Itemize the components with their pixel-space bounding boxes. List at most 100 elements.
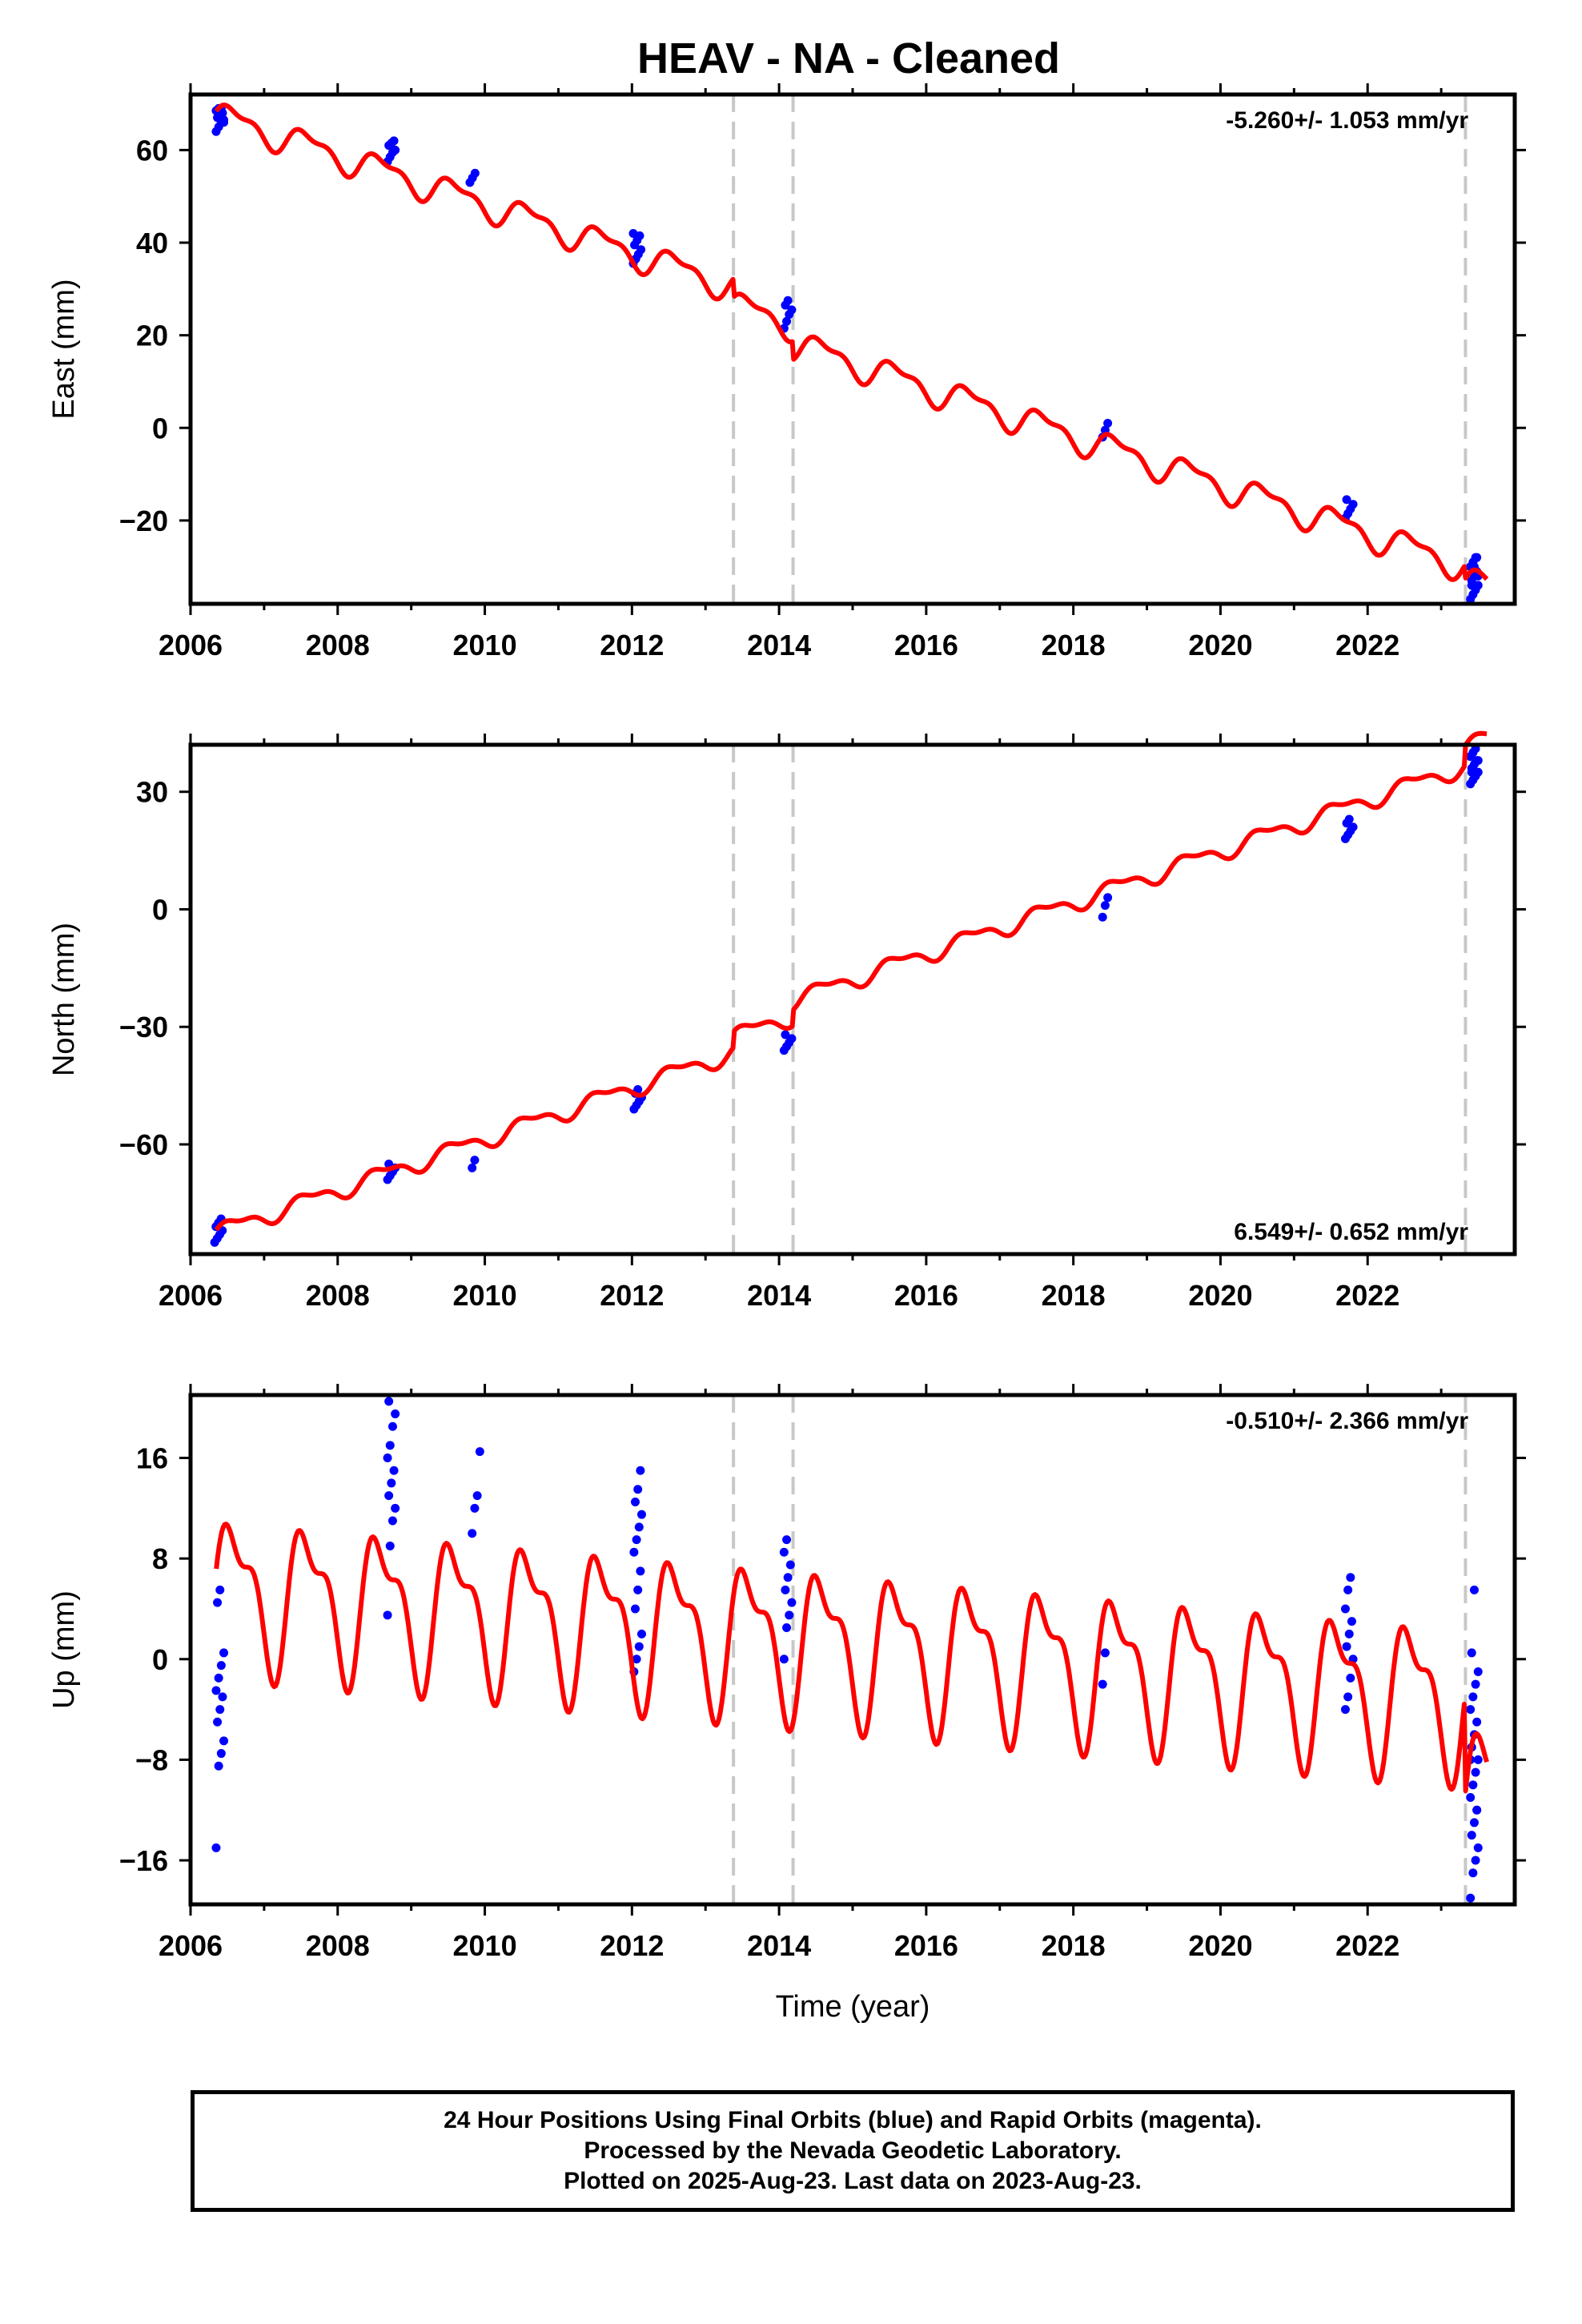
north-x-tick-label-2016: 2016: [894, 1279, 958, 1312]
up-data-point-0-12: [215, 1585, 225, 1594]
east-rate-label: -5.260+/- 1.053 mm/yr: [1226, 107, 1468, 134]
east-x-tick-label-2018: 2018: [1042, 629, 1106, 661]
up-data-point-3-4: [630, 1604, 640, 1614]
up-data-point-1-3: [391, 1503, 400, 1513]
north-y-tick-label-3: 30: [136, 776, 168, 809]
up-data-point-1-7: [383, 1454, 392, 1463]
up-x-tick-label-2018: 2018: [1042, 1929, 1106, 1962]
up-data-point-3-5: [633, 1585, 643, 1594]
up-y-tick-label-1: −8: [135, 1743, 168, 1776]
north-x-tick-label-2012: 2012: [600, 1279, 664, 1312]
up-data-point-0-4: [213, 1717, 223, 1727]
up-data-point-3-10: [636, 1510, 646, 1519]
up-data-point-7-17: [1473, 1667, 1483, 1676]
up-data-point-1-2: [387, 1516, 397, 1526]
north-x-tick-label-2010: 2010: [453, 1279, 517, 1312]
footer-line-1: 24 Hour Positions Using Final Orbits (bl…: [444, 2107, 1262, 2133]
up-data-point-3-11: [630, 1497, 640, 1506]
up-data-point-0-9: [216, 1661, 226, 1671]
up-data-point-3-2: [634, 1642, 644, 1651]
up-data-point-0-5: [215, 1705, 225, 1715]
up-data-point-0-11: [213, 1598, 223, 1607]
east-data-point-3-3: [636, 245, 646, 255]
up-y-axis-label: Up (mm): [47, 1590, 81, 1709]
up-x-tick-label-2006: 2006: [159, 1929, 223, 1962]
up-data-point-1-10: [391, 1409, 400, 1419]
up-data-point-1-1: [385, 1541, 395, 1550]
up-data-point-7-0: [1466, 1893, 1476, 1903]
east-x-tick-label-2008: 2008: [306, 629, 370, 661]
footer-box: 24 Hour Positions Using Final Orbits (bl…: [191, 2090, 1515, 2212]
east-y-tick-label-3: 40: [136, 227, 168, 259]
up-x-tick-label-2014: 2014: [747, 1929, 811, 1962]
up-x-tick-label-2022: 2022: [1335, 1929, 1399, 1962]
east-y-tick-label-2: 20: [136, 320, 168, 352]
up-data-point-7-15: [1468, 1692, 1478, 1702]
up-data-point-1-4: [384, 1491, 394, 1501]
up-data-point-1-11: [384, 1397, 394, 1406]
up-data-point-2-1: [470, 1503, 480, 1513]
north-data-point-2-0: [468, 1163, 477, 1172]
up-data-point-1-8: [385, 1441, 395, 1450]
north-y-tick-label-0: −60: [119, 1128, 168, 1161]
up-x-tick-label-2016: 2016: [894, 1929, 958, 1962]
north-x-tick-label-2022: 2022: [1335, 1279, 1399, 1312]
north-x-tick-label-2020: 2020: [1188, 1279, 1252, 1312]
up-data-point-6-4: [1342, 1642, 1351, 1651]
east-data-point-4-1: [782, 316, 792, 326]
up-data-point-7-2: [1471, 1856, 1480, 1865]
east-x-tick-label-2014: 2014: [747, 629, 811, 661]
up-data-point-1-9: [387, 1421, 397, 1431]
up-data-point-7-9: [1471, 1767, 1480, 1777]
up-x-axis-label: Time (year): [776, 1990, 930, 2024]
east-data-point-3-7: [628, 228, 638, 238]
up-data-point-4-0: [779, 1655, 789, 1664]
up-data-point-2-2: [472, 1491, 482, 1501]
up-data-point-6-9: [1346, 1573, 1355, 1582]
up-data-point-3-1: [632, 1655, 641, 1664]
east-data-point-4-5: [783, 296, 793, 305]
east-data-point-4-3: [787, 305, 797, 315]
up-data-point-4-2: [785, 1610, 794, 1620]
east-x-tick-label-2010: 2010: [453, 629, 517, 661]
north-y-tick-label-1: −30: [119, 1011, 168, 1043]
up-model-curve: [214, 1522, 1489, 1794]
up-data-point-1-6: [389, 1466, 399, 1475]
up-data-point-3-12: [633, 1485, 643, 1494]
up-data-point-6-0: [1340, 1705, 1350, 1715]
up-data-point-4-5: [783, 1573, 793, 1582]
up-data-point-5-0: [1098, 1679, 1107, 1689]
up-data-point-7-19: [1469, 1585, 1479, 1594]
up-data-point-7-8: [1468, 1780, 1478, 1790]
up-data-point-0-1: [214, 1761, 223, 1771]
up-data-point-6-1: [1343, 1692, 1353, 1702]
east-x-tick-label-2006: 2006: [159, 629, 223, 661]
north-model-curve: [214, 730, 1488, 1232]
up-x-tick-label-2012: 2012: [600, 1929, 664, 1962]
up-y-tick-label-3: 8: [152, 1542, 168, 1575]
up-data-point-3-9: [634, 1522, 644, 1532]
east-data-point-7-11: [1467, 581, 1476, 590]
up-rate-label: -0.510+/- 2.366 mm/yr: [1226, 1408, 1468, 1434]
up-data-point-7-10: [1473, 1755, 1483, 1764]
up-data-point-0-6: [218, 1692, 227, 1702]
up-data-point-7-18: [1467, 1648, 1476, 1658]
up-data-point-3-13: [636, 1466, 645, 1475]
north-data-point-6-3: [1348, 822, 1358, 832]
east-y-tick-label-0: −20: [119, 505, 168, 537]
east-data-point-2-2: [470, 168, 480, 178]
north-x-tick-label-2014: 2014: [747, 1279, 811, 1312]
east-model-curve: [214, 103, 1489, 582]
up-data-point-6-5: [1344, 1629, 1354, 1638]
east-data-point-5-2: [1103, 419, 1113, 428]
up-plot-frame: [188, 1393, 1517, 1907]
north-data-point-2-1: [470, 1156, 480, 1165]
east-data-point-7-13: [1472, 553, 1482, 562]
footer-line-2: Processed by the Nevada Geodetic Laborat…: [584, 2137, 1122, 2164]
up-data-point-5-1: [1100, 1648, 1110, 1658]
up-data-point-4-6: [785, 1560, 795, 1570]
east-data-point-1-3: [391, 145, 400, 155]
north-data-point-5-2: [1103, 893, 1113, 903]
north-data-point-7-3: [1473, 767, 1483, 777]
up-data-point-1-5: [387, 1478, 396, 1488]
